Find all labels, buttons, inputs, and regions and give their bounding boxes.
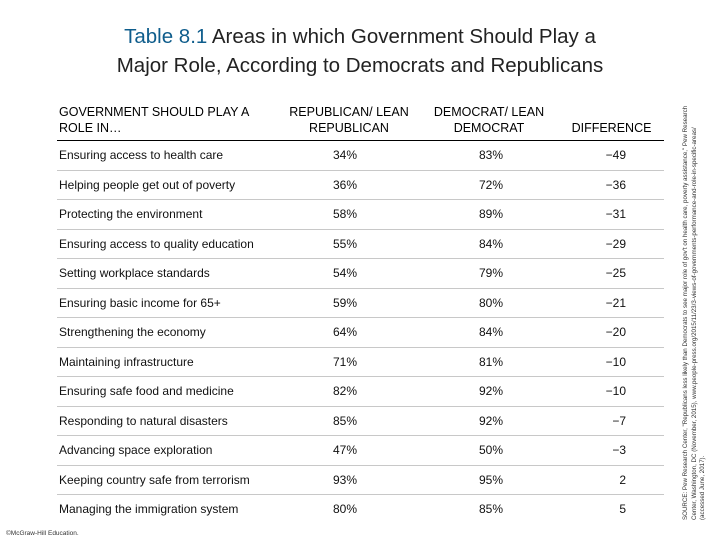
cell-democrat: 72% — [419, 169, 559, 200]
header-democrat: DEMOCRAT/ LEAN DEMOCRAT — [433, 105, 545, 135]
cell-area: Ensuring access to health care — [57, 140, 279, 170]
cell-democrat: 84% — [419, 228, 559, 259]
cell-democrat: 84% — [419, 317, 559, 347]
cell-difference: 5 — [559, 494, 664, 524]
cell-republican: 71% — [279, 346, 419, 377]
cell-republican: 54% — [279, 258, 419, 288]
cell-area: Ensuring access to quality education — [57, 228, 279, 259]
page-title: Table 8.1 Areas in which Government Shou… — [60, 22, 660, 80]
table-row: Strengthening the economy 64% 84% −20 — [57, 317, 664, 347]
cell-area: Protecting the environment — [57, 199, 279, 229]
cell-area: Ensuring basic income for 65+ — [57, 287, 279, 318]
table-number: Table 8.1 — [124, 25, 208, 48]
cell-republican: 59% — [279, 287, 419, 318]
cell-difference: −10 — [559, 346, 664, 377]
cell-area: Helping people get out of poverty — [57, 169, 279, 200]
cell-area: Setting workplace standards — [57, 258, 279, 288]
header-row: GOVERNMENT SHOULD PLAY A ROLE IN… REPUBL… — [57, 98, 664, 141]
cell-democrat: 83% — [419, 140, 559, 170]
cell-republican: 82% — [279, 376, 419, 406]
table-row: Managing the immigration system 80% 85% 5 — [57, 494, 664, 524]
cell-democrat: 81% — [419, 346, 559, 377]
cell-republican: 34% — [279, 140, 419, 170]
source-note: SOURCE: Pew Research Center, "Republican… — [682, 100, 714, 520]
cell-difference: −25 — [559, 258, 664, 288]
cell-republican: 55% — [279, 228, 419, 259]
cell-area: Maintaining infrastructure — [57, 346, 279, 377]
header-difference: DIFFERENCE — [571, 121, 652, 135]
table-row: Ensuring basic income for 65+ 59% 80% −21 — [57, 287, 664, 318]
cell-difference: −7 — [559, 405, 664, 436]
cell-area: Keeping country safe from terrorism — [57, 464, 279, 495]
header-area: GOVERNMENT SHOULD PLAY A ROLE IN… — [59, 105, 249, 135]
cell-democrat: 89% — [419, 199, 559, 229]
table-row: Protecting the environment 58% 89% −31 — [57, 199, 664, 229]
cell-democrat: 92% — [419, 376, 559, 406]
title-line-2: Major Role, According to Democrats and R… — [116, 54, 604, 77]
cell-difference: 2 — [559, 464, 664, 495]
cell-republican: 93% — [279, 464, 419, 495]
table-row: Setting workplace standards 54% 79% −25 — [57, 258, 664, 288]
header-republican: REPUBLICAN/ LEAN REPUBLICAN — [289, 105, 409, 135]
cell-democrat: 50% — [419, 435, 559, 465]
table-row: Ensuring access to quality education 55% 8… — [57, 228, 664, 259]
table-row: Keeping country safe from terrorism 93% 95… — [57, 464, 664, 495]
cell-area: Strengthening the economy — [57, 317, 279, 347]
cell-difference: −49 — [559, 140, 664, 170]
cell-difference: −31 — [559, 199, 664, 229]
table-row: Responding to natural disasters 85% 92% −7 — [57, 405, 664, 436]
cell-difference: −21 — [559, 287, 664, 318]
cell-difference: −36 — [559, 169, 664, 200]
table-row: Ensuring access to health care 34% 83% −49 — [57, 140, 664, 170]
cell-area: Managing the immigration system — [57, 494, 279, 524]
cell-democrat: 92% — [419, 405, 559, 436]
title-text-1: Areas in which Government Should Play a — [211, 25, 596, 48]
cell-republican: 36% — [279, 169, 419, 200]
cell-republican: 58% — [279, 199, 419, 229]
cell-republican: 64% — [279, 317, 419, 347]
cell-area: Ensuring safe food and medicine — [57, 376, 279, 406]
title-line-1: Table 8.1 Areas in which Government Shou… — [60, 22, 660, 51]
cell-difference: −29 — [559, 228, 664, 259]
table-row: Ensuring safe food and medicine 82% 92% −10 — [57, 376, 664, 406]
copyright: ©McGraw-Hill Education. — [6, 530, 79, 537]
table-row: Advancing space exploration 47% 50% −3 — [57, 435, 664, 465]
cell-difference: −3 — [559, 435, 664, 465]
cell-area: Responding to natural disasters — [57, 405, 279, 436]
cell-democrat: 80% — [419, 287, 559, 318]
cell-democrat: 85% — [419, 494, 559, 524]
cell-area: Advancing space exploration — [57, 435, 279, 465]
source-text: SOURCE: Pew Research Center, "Republican… — [682, 105, 706, 520]
cell-difference: −20 — [559, 317, 664, 347]
table-row: Maintaining infrastructure 71% 81% −10 — [57, 346, 664, 377]
cell-democrat: 79% — [419, 258, 559, 288]
data-table: GOVERNMENT SHOULD PLAY A ROLE IN… REPUBL… — [57, 98, 664, 524]
cell-republican: 47% — [279, 435, 419, 465]
cell-republican: 80% — [279, 494, 419, 524]
table-row: Helping people get out of poverty 36% 72% −… — [57, 169, 664, 200]
cell-republican: 85% — [279, 405, 419, 436]
cell-difference: −10 — [559, 376, 664, 406]
cell-democrat: 95% — [419, 464, 559, 495]
